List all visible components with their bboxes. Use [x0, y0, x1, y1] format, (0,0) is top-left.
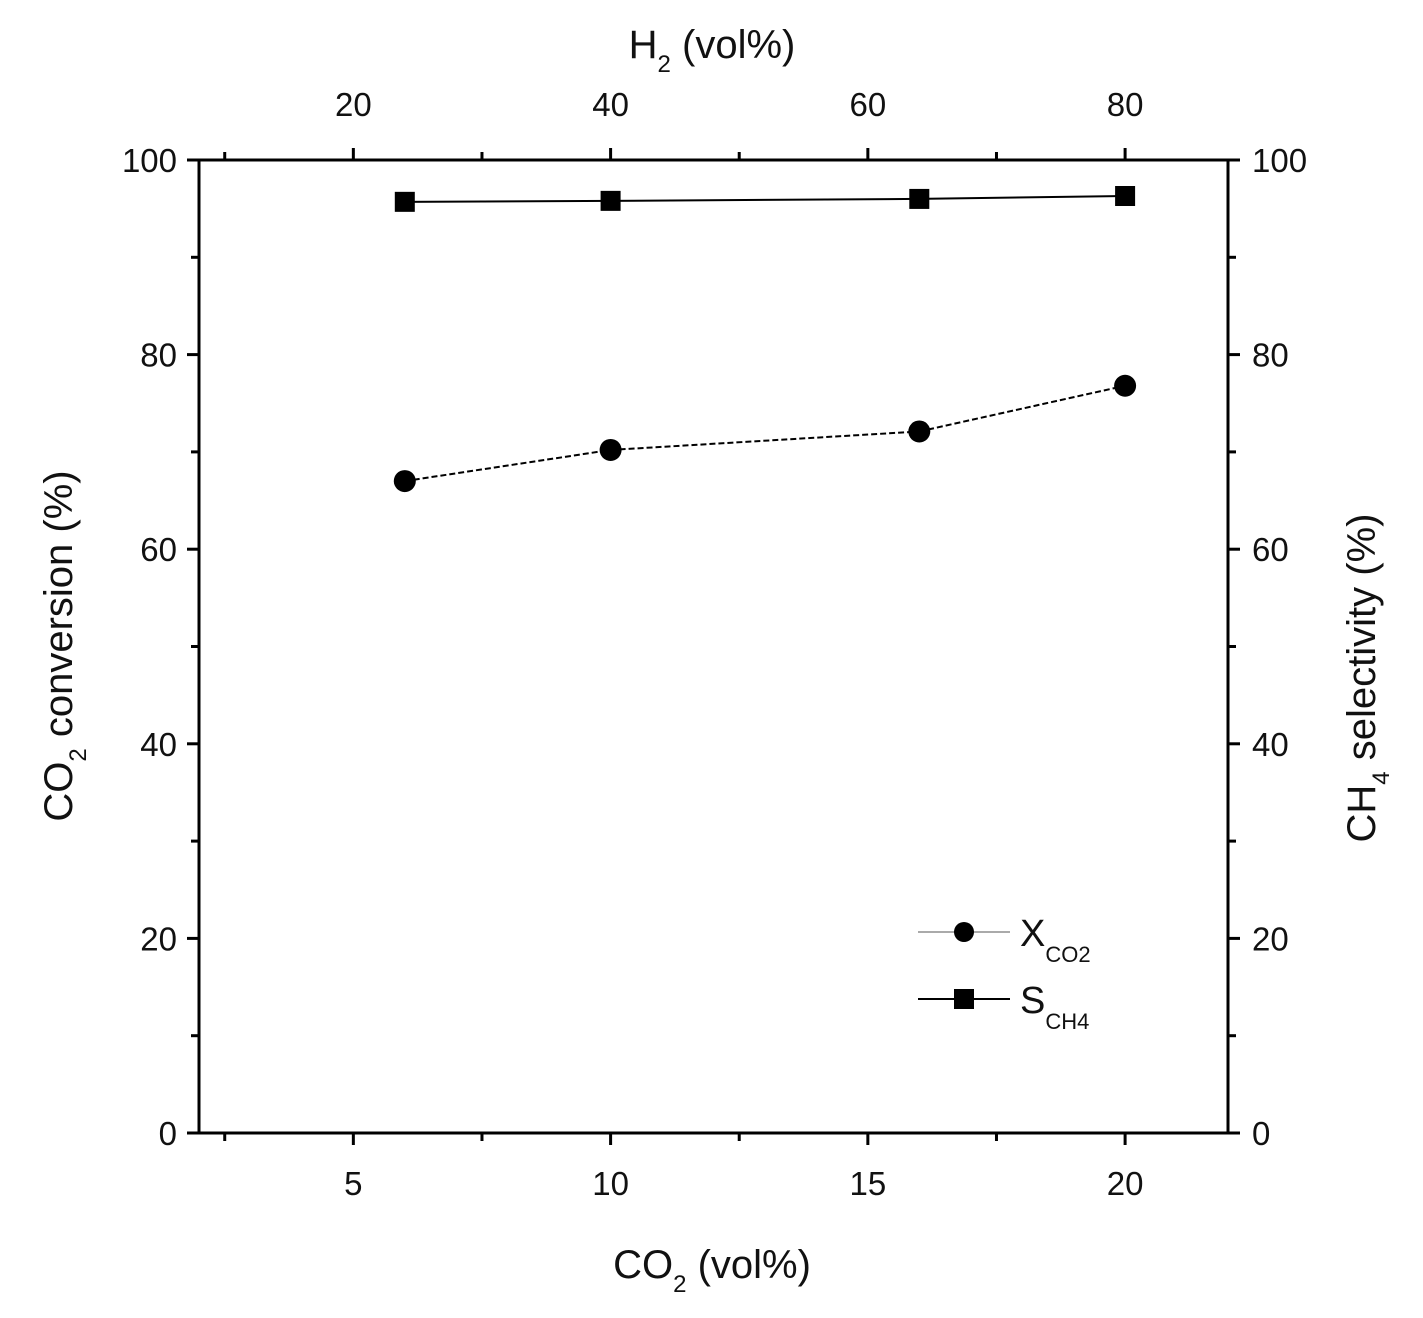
- legend-marker-x-co2: [954, 922, 974, 942]
- legend-marker-s-ch4: [954, 989, 974, 1009]
- x-axis-title-tail: (vol%): [686, 1243, 810, 1287]
- y-right-tick-label: 80: [1252, 337, 1289, 374]
- data-point-x-co2: [1114, 374, 1137, 397]
- series-line-s-ch4: [610, 197, 920, 202]
- y-axis-title: CO2 conversion (%): [37, 470, 92, 821]
- y-tick-label: 100: [122, 142, 177, 179]
- x-top-tick-label: 80: [1107, 86, 1144, 123]
- y-right-tick-label: 0: [1252, 1115, 1270, 1152]
- y-right-axis-title-main: CH: [1340, 785, 1384, 843]
- y-axis-title-main: CO: [37, 762, 81, 822]
- data-point-x-co2: [393, 470, 416, 493]
- legend-label-s-ch4-sub: CH4: [1045, 1009, 1089, 1034]
- x-tick-label: 5: [344, 1165, 362, 1202]
- x-tick-label: 10: [592, 1165, 629, 1202]
- y-tick-label: 0: [159, 1115, 177, 1152]
- data-point-s-ch4: [909, 188, 930, 209]
- series-markers: [393, 186, 1137, 493]
- x-top-tick-labels: 20 40 60 80: [335, 86, 1143, 123]
- x-top-tick-label: 60: [849, 86, 886, 123]
- y-right-axis-title: CH4 selectivity (%): [1340, 514, 1395, 843]
- y-tick-label: 80: [140, 337, 177, 374]
- x-top-axis-title-main: H: [629, 23, 658, 67]
- x-tick-labels: 5 10 15 20: [344, 1165, 1143, 1202]
- y-axis-title-tail: conversion (%): [37, 470, 81, 748]
- y-right-axis-title-sub: 4: [1368, 771, 1395, 784]
- data-point-s-ch4: [1115, 186, 1136, 207]
- tick-marks: [187, 148, 1240, 1145]
- series-line-x-co2: [404, 448, 611, 483]
- legend-label-x-co2-main: X: [1020, 913, 1045, 955]
- y-right-tick-label: 100: [1252, 142, 1307, 179]
- legend-label-x-co2: XCO2: [1020, 913, 1091, 967]
- y-tick-label: 20: [140, 920, 177, 957]
- legend-label-s-ch4-main: S: [1020, 980, 1045, 1022]
- x-tick-label: 20: [1107, 1165, 1144, 1202]
- x-axis-title-sub: 2: [673, 1271, 686, 1298]
- data-point-s-ch4: [600, 190, 621, 211]
- y-tick-labels: 0 20 40 60 80 100: [122, 142, 177, 1152]
- plot-frame: [197, 158, 1230, 1135]
- legend-label-x-co2-sub: CO2: [1045, 942, 1090, 967]
- data-point-x-co2: [599, 438, 622, 461]
- x-top-axis-title-tail: (vol%): [671, 23, 795, 67]
- x-top-axis-title: H2 (vol%): [629, 23, 796, 78]
- series-line-x-co2: [919, 384, 1126, 433]
- y-tick-label: 40: [140, 726, 177, 763]
- y-right-tick-label: 20: [1252, 920, 1289, 957]
- y-right-tick-labels: 0 20 40 60 80 100: [1252, 142, 1307, 1152]
- x-axis-title-main: CO: [613, 1243, 673, 1287]
- series-lines: [404, 195, 1126, 483]
- x-top-tick-label: 20: [335, 86, 372, 123]
- x-top-axis-title-sub: 2: [658, 51, 671, 78]
- y-right-axis-title-tail: selectivity (%): [1340, 514, 1384, 772]
- series-line-x-co2: [610, 430, 920, 451]
- x-tick-label: 15: [849, 1165, 886, 1202]
- legend-label-s-ch4: SCH4: [1020, 980, 1089, 1034]
- x-top-tick-label: 40: [592, 86, 629, 123]
- series-line-s-ch4: [919, 195, 1126, 200]
- legend: XCO2 SCH4: [918, 913, 1091, 1034]
- y-axis-title-sub: 2: [65, 748, 92, 761]
- data-point-s-ch4: [394, 191, 415, 212]
- x-axis-title: CO2 (vol%): [613, 1243, 811, 1298]
- y-right-tick-label: 40: [1252, 726, 1289, 763]
- series-line-s-ch4: [404, 199, 611, 203]
- data-point-x-co2: [908, 420, 931, 443]
- y-right-tick-label: 60: [1252, 531, 1289, 568]
- y-tick-label: 60: [140, 531, 177, 568]
